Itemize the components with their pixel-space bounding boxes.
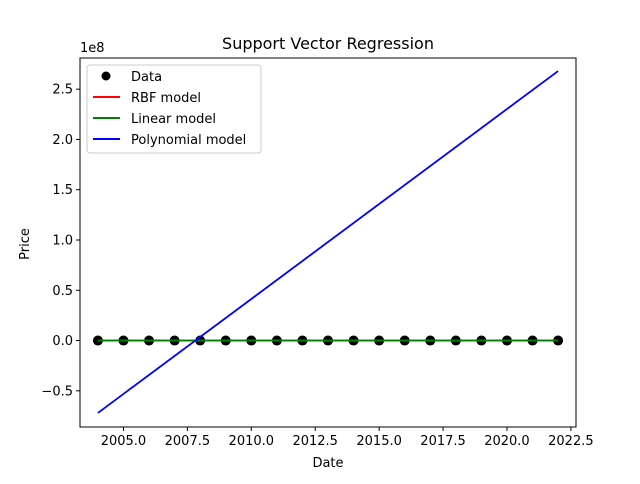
x-tick-label: 2020.0	[484, 434, 530, 449]
y-tick-label: 2.5	[52, 83, 73, 98]
chart-title: Support Vector Regression	[222, 34, 434, 53]
legend-label-linear: Linear model	[131, 112, 216, 127]
y-axis-ticks: −0.5 0.0 0.5 1.0 1.5 2.0 2.5	[41, 83, 80, 399]
x-tick-label: 2007.5	[165, 434, 211, 449]
x-tick-label: 2015.0	[356, 434, 402, 449]
x-axis-label: Date	[312, 456, 343, 471]
legend-box	[86, 64, 262, 154]
plot-area	[92, 70, 564, 414]
legend-label-rbf: RBF model	[131, 91, 201, 106]
x-tick-label: 2005.0	[101, 434, 147, 449]
x-tick-label: 2010.0	[229, 434, 275, 449]
legend-label-polynomial: Polynomial model	[131, 133, 246, 148]
y-tick-label: 1.5	[52, 183, 73, 198]
y-tick-label: 0.0	[52, 334, 73, 349]
y-tick-label: 2.0	[52, 133, 73, 148]
x-tick-label: 2022.5	[548, 434, 594, 449]
legend-marker-data	[101, 71, 111, 81]
legend: Data RBF model Linear model Polynomial m…	[86, 64, 262, 154]
y-tick-label: 1.0	[52, 233, 73, 248]
x-tick-label: 2017.5	[420, 434, 466, 449]
y-tick-label: 0.5	[52, 284, 73, 299]
legend-label-data: Data	[131, 70, 162, 85]
x-axis-ticks: 2005.0 2007.5 2010.0 2012.5 2015.0 2017.5 2020…	[101, 427, 594, 449]
series-line-polynomial-model	[97, 70, 559, 414]
axes-frame	[79, 57, 577, 428]
x-tick-label: 2012.5	[292, 434, 338, 449]
y-offset-label: 1e8	[80, 41, 105, 56]
y-axis-label: Price	[18, 228, 33, 260]
y-tick-label: −0.5	[41, 384, 73, 399]
